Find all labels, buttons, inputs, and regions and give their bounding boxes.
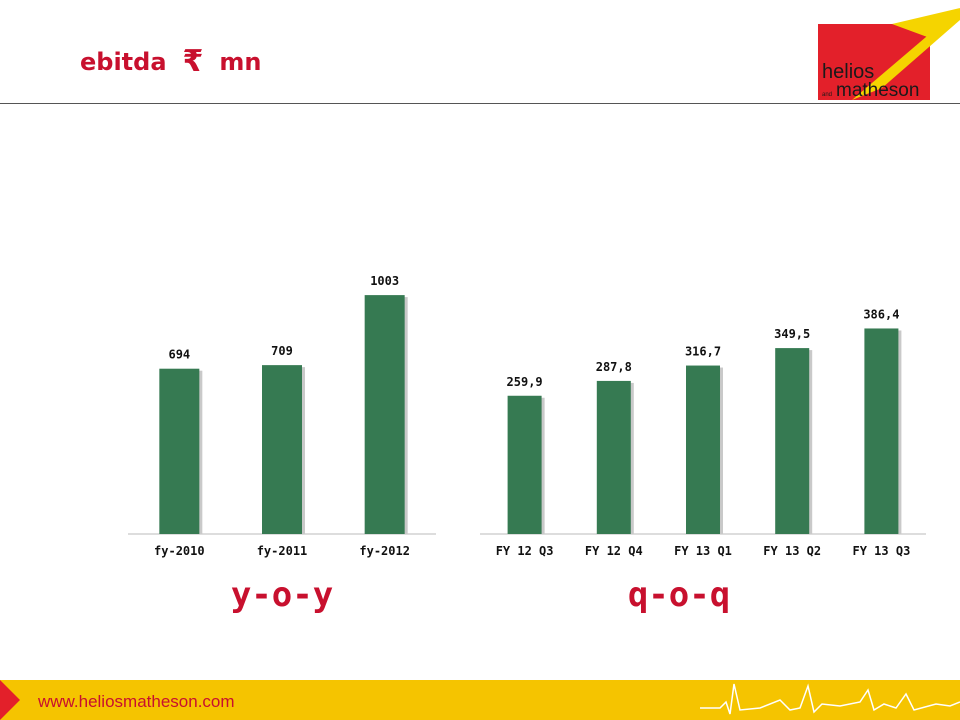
rupee-icon: ₹ bbox=[182, 44, 204, 79]
x-tick-label: fy-2010 bbox=[154, 544, 205, 558]
x-tick-label: FY 12 Q4 bbox=[585, 544, 643, 558]
bar-fy-12-q3 bbox=[507, 395, 542, 534]
header-divider bbox=[0, 103, 960, 104]
data-label: 349,5 bbox=[774, 327, 810, 341]
logo-text-helios: helios bbox=[822, 61, 874, 83]
x-tick-label: FY 13 Q2 bbox=[763, 544, 821, 558]
x-tick-label: fy-2011 bbox=[257, 544, 308, 558]
logo-text-matheson: matheson bbox=[836, 80, 919, 101]
logo-bolt-tip bbox=[892, 8, 960, 38]
x-tick-label: fy-2012 bbox=[359, 544, 410, 558]
data-label: 316,7 bbox=[685, 345, 721, 359]
data-label: 709 bbox=[271, 344, 293, 358]
yoy-caption: y-o-y bbox=[230, 575, 334, 615]
company-logo: helios and matheson bbox=[818, 8, 960, 101]
data-label: 259,9 bbox=[507, 375, 543, 389]
bar-fy-2011 bbox=[262, 365, 302, 534]
footer-arrow-icon bbox=[0, 680, 20, 720]
chart-yoy: 694 fy-2010 709 fy-2011 1003 fy-2012 bbox=[128, 274, 436, 558]
data-label: 386,4 bbox=[863, 307, 899, 321]
bar-fy-2010 bbox=[159, 368, 200, 534]
charts-canvas: 694 fy-2010 709 fy-2011 1003 fy-2012 259,9 FY … bbox=[128, 274, 926, 558]
data-label: 1003 bbox=[370, 274, 399, 288]
bar-fy-13-q3 bbox=[864, 328, 899, 534]
footer-url-link[interactable]: www.heliosmatheson.com bbox=[38, 692, 235, 711]
data-label: 287,8 bbox=[596, 360, 632, 374]
bar-fy-12-q4 bbox=[596, 380, 631, 534]
x-tick-label: FY 13 Q1 bbox=[674, 544, 732, 558]
bar-fy-13-q1 bbox=[686, 365, 720, 534]
title-prefix: ebitda bbox=[80, 47, 167, 76]
bar-fy-2012 bbox=[364, 295, 405, 534]
qoq-caption: q-o-q bbox=[627, 575, 731, 615]
bar-fy-13-q2 bbox=[775, 348, 810, 534]
pulse-line-icon bbox=[700, 683, 960, 715]
title-suffix: mn bbox=[219, 47, 262, 76]
x-tick-label: FY 13 Q3 bbox=[853, 544, 911, 558]
chart-qoq: 259,9 FY 12 Q3 287,8 FY 12 Q4 316,7 FY 13 Q1 3… bbox=[480, 307, 926, 558]
logo-text-and: and bbox=[822, 92, 832, 98]
page-title: ebitda ₹ mn bbox=[80, 44, 262, 79]
footer-bar: www.heliosmatheson.com bbox=[0, 680, 960, 720]
data-label: 694 bbox=[168, 348, 190, 362]
x-tick-label: FY 12 Q3 bbox=[496, 544, 554, 558]
